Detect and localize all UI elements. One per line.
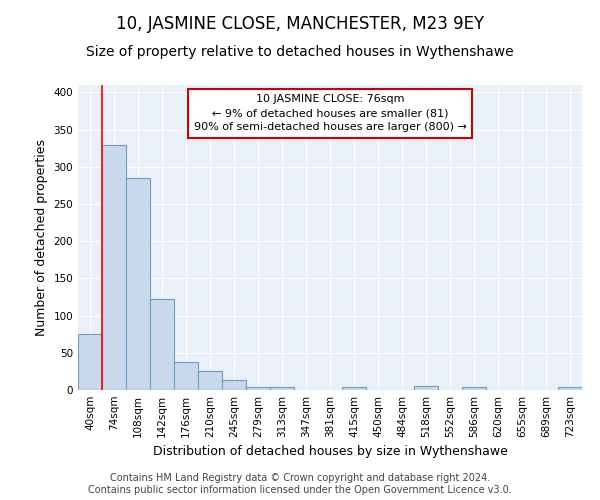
Bar — [558, 387, 582, 390]
Bar — [270, 387, 294, 390]
Bar — [246, 387, 270, 390]
Bar — [462, 387, 486, 390]
Text: Contains HM Land Registry data © Crown copyright and database right 2024.
Contai: Contains HM Land Registry data © Crown c… — [88, 474, 512, 495]
Bar — [222, 380, 246, 390]
Bar — [150, 299, 174, 390]
Bar — [198, 372, 222, 390]
Bar — [342, 387, 366, 390]
Bar — [126, 178, 150, 390]
X-axis label: Distribution of detached houses by size in Wythenshawe: Distribution of detached houses by size … — [152, 446, 508, 458]
Bar — [174, 362, 198, 390]
Text: 10 JASMINE CLOSE: 76sqm
← 9% of detached houses are smaller (81)
90% of semi-det: 10 JASMINE CLOSE: 76sqm ← 9% of detached… — [194, 94, 466, 132]
Y-axis label: Number of detached properties: Number of detached properties — [35, 139, 48, 336]
Bar — [102, 144, 126, 390]
Text: 10, JASMINE CLOSE, MANCHESTER, M23 9EY: 10, JASMINE CLOSE, MANCHESTER, M23 9EY — [116, 15, 484, 33]
Bar — [414, 386, 438, 390]
Text: Size of property relative to detached houses in Wythenshawe: Size of property relative to detached ho… — [86, 45, 514, 59]
Bar — [78, 334, 102, 390]
